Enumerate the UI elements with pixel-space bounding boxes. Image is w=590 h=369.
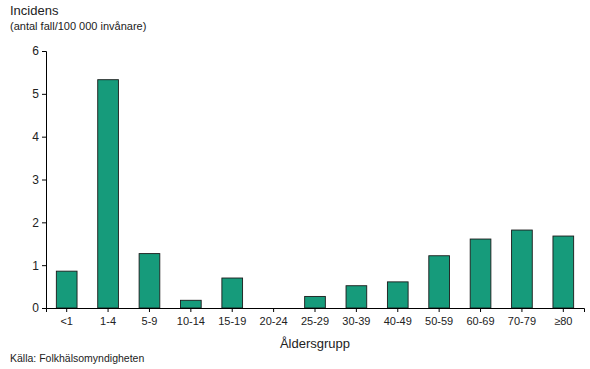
tick: 25-29 (301, 308, 329, 327)
bar (512, 230, 533, 308)
tick: 50-59 (425, 308, 453, 327)
bar (181, 300, 202, 308)
tick-label: 3 (32, 173, 39, 187)
tick-mark (66, 308, 67, 312)
tick-mark (356, 308, 357, 312)
tick-mark (42, 137, 46, 138)
tick-mark (42, 308, 46, 309)
tick: 5 (32, 87, 46, 101)
tick-label: 6 (32, 44, 39, 58)
x-axis: <1 1-4 5-9 10-14 15-19 20-24 25-29 30-39 40-49 50… (47, 308, 585, 327)
tick-mark (42, 51, 46, 52)
tick-mark (563, 308, 564, 312)
tick-label: 30-39 (342, 315, 370, 327)
tick: 1 (32, 259, 46, 273)
y-axis: 0 1 2 3 4 5 6 (32, 44, 46, 315)
tick-mark (42, 180, 46, 181)
tick-mark (42, 94, 46, 95)
tick-mark (397, 308, 398, 312)
tick-mark (232, 308, 233, 312)
tick: 6 (32, 44, 46, 58)
plot: 0 1 2 3 4 5 6 <1 1-4 5-9 10-14 15-19 20-24 25-29 30-39… (32, 44, 584, 327)
tick: ≥80 (554, 308, 572, 327)
tick: 2 (32, 216, 46, 230)
bar (263, 308, 284, 309)
tick-label: <1 (60, 315, 73, 327)
bar (346, 286, 367, 308)
tick: 4 (32, 130, 46, 144)
tick: 70-79 (508, 308, 536, 327)
tick-label: 15-19 (218, 315, 246, 327)
bar (553, 236, 574, 308)
tick: 40-49 (384, 308, 412, 327)
tick-mark (42, 265, 46, 266)
bar (56, 271, 77, 308)
bar (429, 256, 450, 308)
tick-mark (190, 308, 191, 312)
bar (305, 296, 326, 308)
tick-mark (480, 308, 481, 312)
tick-label: 0 (32, 301, 39, 315)
tick-label: 5-9 (142, 315, 158, 327)
tick: 0 (32, 301, 46, 315)
tick: 1-4 (100, 308, 116, 327)
tick: 20-24 (260, 308, 288, 327)
tick-label: 20-24 (260, 315, 288, 327)
y-axis-title: Incidens (10, 3, 59, 18)
bar (139, 254, 160, 308)
bar (470, 239, 491, 308)
tick-mark (42, 222, 46, 223)
tick: 3 (32, 173, 46, 187)
tick-label: 10-14 (177, 315, 205, 327)
tick-label: 1 (32, 259, 39, 273)
axis-line (47, 309, 585, 313)
axis-line (42, 52, 47, 309)
x-axis-title: Åldersgrupp (280, 336, 350, 351)
tick-mark (521, 308, 522, 312)
tick-mark (108, 308, 109, 312)
tick-mark (273, 308, 274, 312)
chart: 0 1 2 3 4 5 6 <1 1-4 5-9 10-14 15-19 20-24 25-29 30-39… (0, 0, 590, 369)
tick-label: 4 (32, 130, 39, 144)
tick-mark (315, 308, 316, 312)
tick-mark (149, 308, 150, 312)
tick-mark (439, 308, 440, 312)
tick: 30-39 (342, 308, 370, 327)
tick-label: 40-49 (384, 315, 412, 327)
bars (56, 80, 573, 308)
bar (387, 282, 408, 308)
tick-label: 70-79 (508, 315, 536, 327)
tick: 15-19 (218, 308, 246, 327)
source: Källa: Folkhälsomyndigheten (10, 352, 144, 364)
tick-label: 60-69 (466, 315, 494, 327)
tick-label: 1-4 (100, 315, 116, 327)
bar (222, 278, 243, 308)
tick: 10-14 (177, 308, 205, 327)
tick-label: ≥80 (554, 315, 572, 327)
tick-label: 50-59 (425, 315, 453, 327)
tick: <1 (60, 308, 73, 327)
bar (98, 80, 119, 308)
tick-label: 5 (32, 87, 39, 101)
tick: 60-69 (466, 308, 494, 327)
tick-label: 2 (32, 216, 39, 230)
y-axis-title: (antal fall/100 000 invånare) (10, 20, 146, 32)
tick-label: 25-29 (301, 315, 329, 327)
tick: 5-9 (142, 308, 158, 327)
